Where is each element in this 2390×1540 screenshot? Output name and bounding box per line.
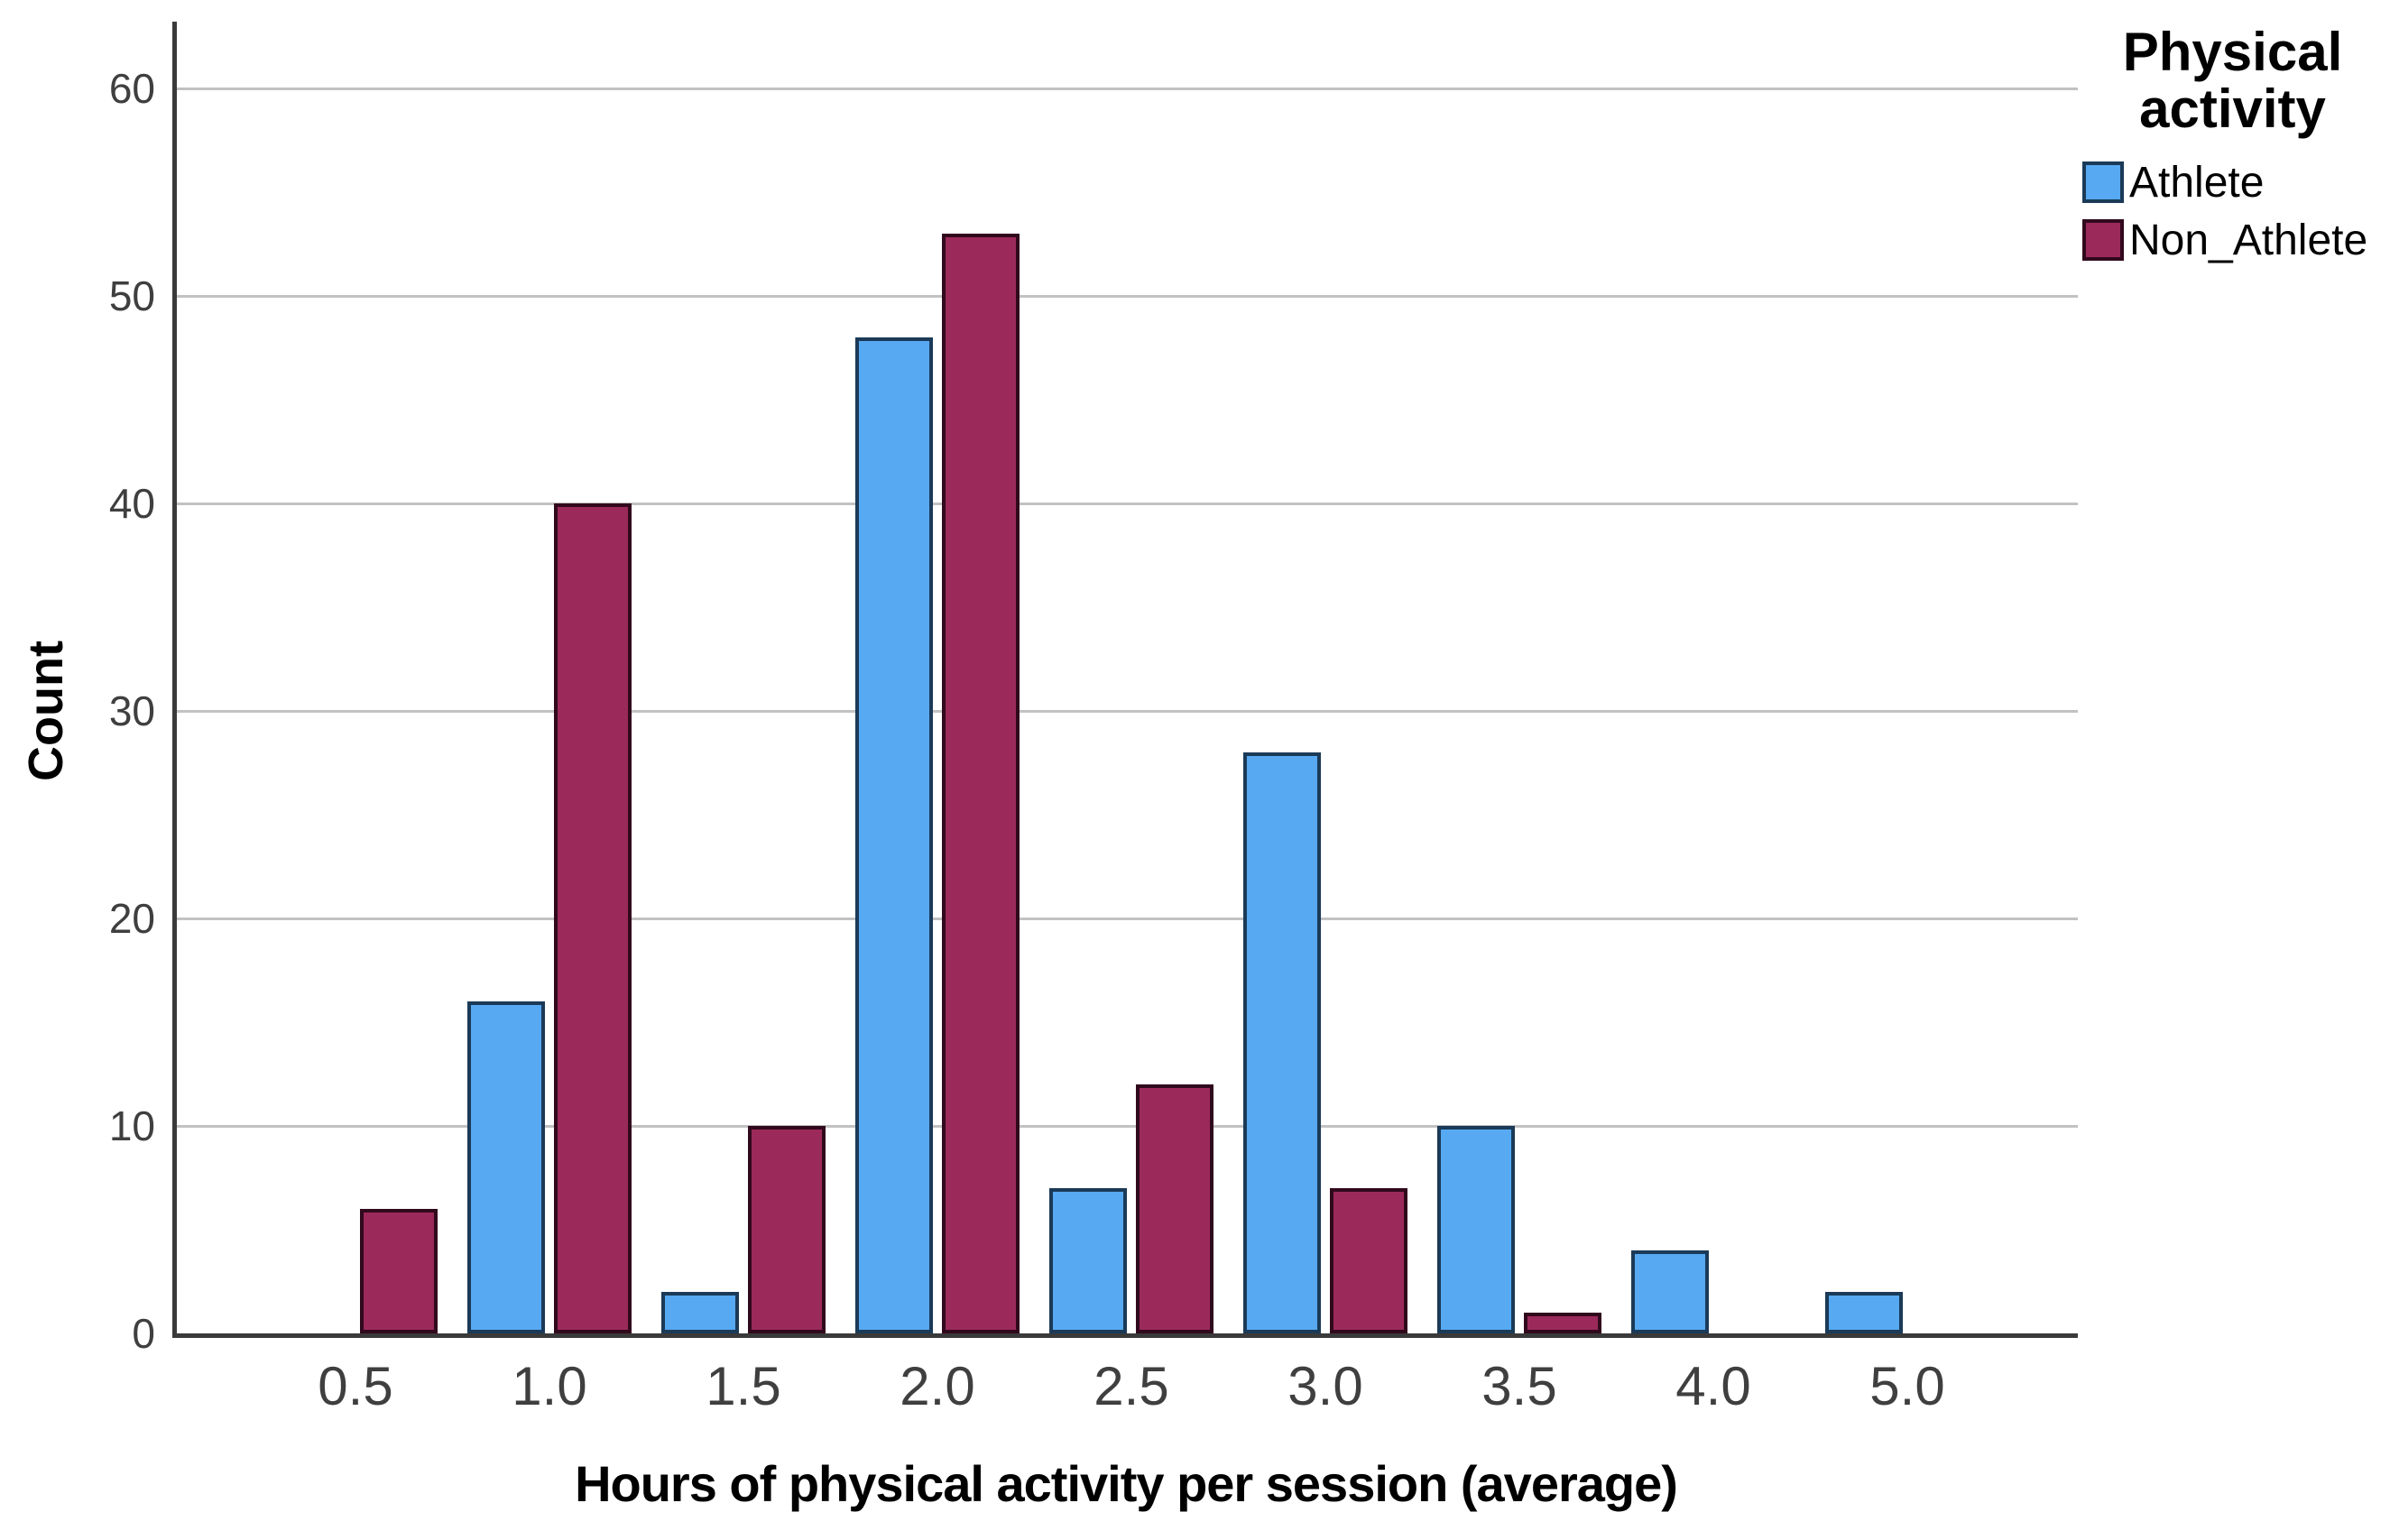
x-tick-label-0.5: 0.5: [318, 1356, 393, 1416]
legend-items: Athlete Non_Athlete: [2075, 158, 2390, 264]
legend-title-line-2: activity: [2139, 78, 2326, 139]
bar-non-athlete-1.5: [748, 1126, 826, 1333]
x-tick-label-1.5: 1.5: [706, 1356, 781, 1416]
gridline-y-60: [174, 88, 2078, 90]
gridline-y-10: [174, 1125, 2078, 1128]
bar-non-athlete-1.0: [554, 503, 632, 1333]
bar-athlete-3.5: [1437, 1126, 1515, 1333]
legend-title: Physical activity: [2075, 23, 2390, 137]
gridline-y-50: [174, 295, 2078, 298]
y-tick-label-0: 0: [132, 1310, 155, 1357]
gridline-y-30: [174, 710, 2078, 713]
y-tick-label-60: 60: [108, 65, 155, 112]
x-tick-label-3.0: 3.0: [1287, 1356, 1363, 1416]
legend-item-athlete: Athlete: [2082, 158, 2390, 207]
legend-label-athlete: Athlete: [2129, 158, 2265, 207]
bar-athlete-2.0: [855, 337, 933, 1333]
bar-athlete-1.5: [661, 1292, 739, 1333]
x-axis-line: [172, 1333, 2078, 1338]
bar-non-athlete-2.0: [942, 234, 1020, 1333]
gridline-y-40: [174, 503, 2078, 505]
y-axis-line: [172, 22, 177, 1338]
gridline-y-20: [174, 918, 2078, 920]
x-tick-label-2.5: 2.5: [1093, 1356, 1169, 1416]
y-tick-label-50: 50: [108, 272, 155, 319]
x-tick-label-4.0: 4.0: [1675, 1356, 1751, 1416]
legend-label-non-athlete: Non_Athlete: [2129, 216, 2368, 264]
x-axis-title: Hours of physical activity per session (…: [575, 1455, 1678, 1512]
legend: Physical activity Athlete Non_Athlete: [2075, 23, 2390, 276]
non-athlete-color-swatch: [2082, 219, 2124, 261]
bar-non-athlete-3.0: [1330, 1188, 1407, 1333]
bar-athlete-4.0: [1631, 1250, 1709, 1333]
y-axis-title: Count: [19, 641, 73, 781]
bar-non-athlete-3.5: [1524, 1313, 1601, 1333]
bar-athlete-1.0: [467, 1001, 545, 1333]
y-tick-label-10: 10: [108, 1102, 155, 1149]
legend-title-line-1: Physical: [2122, 22, 2343, 82]
x-tick-label-3.5: 3.5: [1481, 1356, 1557, 1416]
bar-non-athlete-2.5: [1136, 1084, 1213, 1333]
x-tick-label-2.0: 2.0: [900, 1356, 975, 1416]
y-tick-label-40: 40: [108, 480, 155, 527]
legend-item-non-athlete: Non_Athlete: [2082, 216, 2390, 264]
bar-athlete-5.0: [1825, 1292, 1903, 1333]
x-tick-label-1.0: 1.0: [512, 1356, 587, 1416]
y-tick-label-20: 20: [108, 895, 155, 942]
athlete-color-swatch: [2082, 161, 2124, 203]
x-tick-label-5.0: 5.0: [1869, 1356, 1945, 1416]
y-tick-label-30: 30: [108, 687, 155, 734]
bar-athlete-2.5: [1049, 1188, 1127, 1333]
bar-non-athlete-0.5: [360, 1209, 438, 1333]
bar-athlete-3.0: [1243, 752, 1321, 1333]
